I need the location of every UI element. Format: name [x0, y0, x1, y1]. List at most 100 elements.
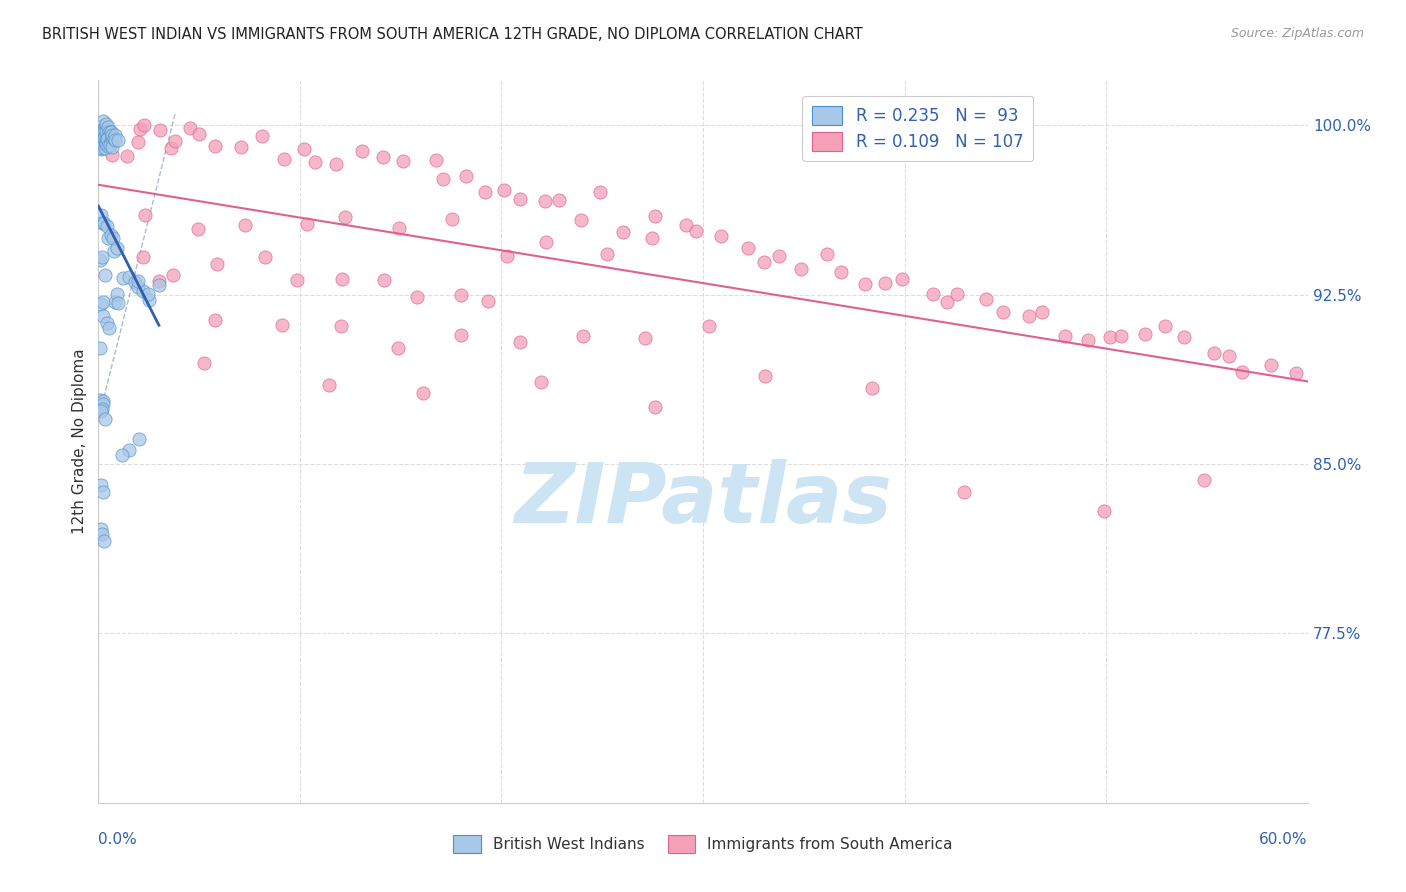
Point	[737, 240, 759, 254]
Point	[94, 268, 117, 283]
Point	[352, 145, 374, 159]
Point	[292, 142, 315, 156]
Point	[685, 224, 707, 238]
Point	[991, 305, 1014, 319]
Point	[96, 219, 118, 234]
Point	[853, 277, 876, 291]
Point	[388, 220, 411, 235]
Point	[922, 287, 945, 301]
Point	[100, 227, 122, 242]
Point	[371, 150, 394, 164]
Point	[90, 208, 112, 222]
Point	[93, 534, 115, 549]
Point	[93, 124, 115, 138]
Point	[450, 287, 472, 301]
Point	[91, 394, 114, 409]
Point	[91, 134, 114, 148]
Legend: British West Indians, Immigrants from South America: British West Indians, Immigrants from So…	[446, 827, 960, 860]
Point	[494, 182, 516, 196]
Point	[589, 185, 612, 199]
Point	[768, 248, 790, 262]
Point	[569, 213, 592, 227]
Point	[91, 119, 114, 133]
Point	[101, 148, 124, 162]
Point	[115, 149, 138, 163]
Point	[138, 293, 160, 307]
Point	[699, 318, 721, 333]
Point	[90, 138, 112, 153]
Point	[96, 131, 118, 145]
Point	[89, 128, 111, 142]
Point	[97, 321, 120, 335]
Y-axis label: 12th Grade, No Diploma: 12th Grade, No Diploma	[72, 349, 87, 534]
Point	[127, 280, 149, 294]
Point	[325, 157, 347, 171]
Text: 0.0%: 0.0%	[98, 831, 138, 847]
Point	[104, 295, 127, 310]
Point	[425, 153, 447, 168]
Point	[304, 154, 326, 169]
Point	[204, 139, 226, 153]
Point	[496, 249, 519, 263]
Point	[675, 218, 697, 232]
Point	[1194, 474, 1216, 488]
Point	[1077, 333, 1099, 347]
Point	[530, 375, 553, 389]
Point	[91, 397, 114, 411]
Point	[273, 152, 295, 166]
Point	[90, 141, 112, 155]
Point	[97, 120, 120, 134]
Point	[406, 290, 429, 304]
Point	[373, 273, 395, 287]
Point	[105, 240, 128, 254]
Point	[93, 130, 115, 145]
Point	[946, 287, 969, 301]
Point	[890, 272, 912, 286]
Point	[91, 401, 114, 416]
Point	[474, 185, 496, 199]
Point	[97, 136, 120, 151]
Point	[97, 139, 120, 153]
Point	[1054, 329, 1077, 343]
Point	[330, 319, 353, 334]
Point	[953, 485, 976, 500]
Point	[148, 122, 170, 136]
Point	[90, 522, 112, 536]
Point	[94, 125, 117, 139]
Point	[830, 264, 852, 278]
Point	[132, 250, 155, 264]
Point	[89, 128, 111, 142]
Point	[391, 154, 413, 169]
Point	[295, 217, 318, 231]
Point	[1153, 318, 1175, 333]
Point	[450, 327, 472, 342]
Point	[111, 449, 134, 463]
Point	[96, 136, 118, 151]
Point	[93, 140, 115, 154]
Point	[1133, 327, 1156, 342]
Point	[101, 230, 124, 244]
Point	[612, 225, 634, 239]
Point	[571, 329, 593, 343]
Point	[710, 228, 733, 243]
Point	[100, 134, 122, 148]
Point	[96, 316, 118, 330]
Point	[752, 255, 775, 269]
Point	[509, 192, 531, 206]
Point	[90, 136, 112, 151]
Point	[477, 294, 499, 309]
Point	[318, 377, 340, 392]
Point	[187, 222, 209, 236]
Point	[412, 386, 434, 401]
Point	[90, 128, 112, 142]
Point	[534, 235, 557, 249]
Point	[91, 527, 114, 541]
Point	[94, 121, 117, 136]
Point	[90, 124, 112, 138]
Point	[128, 432, 150, 446]
Point	[132, 118, 155, 132]
Point	[815, 247, 838, 261]
Point	[253, 250, 276, 264]
Point	[90, 403, 112, 417]
Text: Source: ZipAtlas.com: Source: ZipAtlas.com	[1230, 27, 1364, 40]
